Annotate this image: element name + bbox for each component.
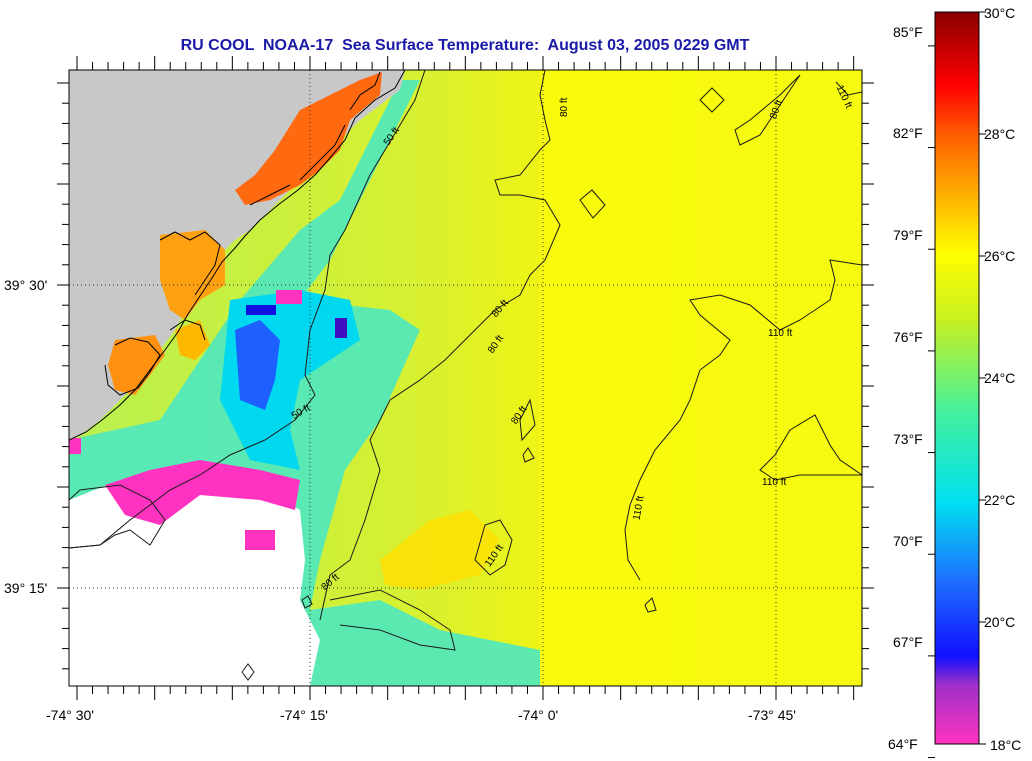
- warm-bay-water: [235, 72, 382, 205]
- contour-50ft: [69, 70, 426, 549]
- celsius-label: 28°C: [984, 126, 1015, 142]
- contour-110ft-loop: [301, 595, 313, 609]
- fahrenheit-label: 85°F: [893, 24, 923, 40]
- contour-110ft-loop: [241, 663, 255, 681]
- fahrenheit-label: 76°F: [893, 329, 923, 345]
- contour-50ft-bay: [329, 589, 456, 651]
- lon-tick-label: -74° 15': [280, 707, 328, 723]
- lat-tick-label: 39° 15': [4, 580, 47, 596]
- lon-tick-label: -73° 45': [748, 707, 796, 723]
- no-data-area: [69, 470, 320, 686]
- colorbar-gradient: [934, 11, 980, 745]
- cold-cell: [246, 305, 276, 315]
- contour-80ft-loop: [579, 189, 606, 219]
- lon-tick-label: -74° 0': [518, 707, 558, 723]
- lat-tick-label: 39° 30': [4, 277, 47, 293]
- contour-label: 80 ft: [559, 97, 570, 117]
- warm-bay-water: [108, 335, 165, 395]
- magenta-cold-cell: [245, 530, 275, 550]
- contour-label: 110 ft: [632, 495, 647, 521]
- contour-80ft-loop: [522, 447, 535, 463]
- contour-label: 110 ft: [768, 328, 792, 339]
- colorbar-celsius-labels: 30°C 28°C 26°C 24°C 22°C 20°C 18°C: [984, 5, 1021, 753]
- celsius-label: 24°C: [984, 370, 1015, 386]
- fahrenheit-label: 79°F: [893, 227, 923, 243]
- latitude-axis: 39° 30' 39° 15': [4, 277, 47, 596]
- colorbar: 85°F 82°F 79°F 76°F 73°F 70°F 67°F 64°F …: [888, 5, 1021, 759]
- fahrenheit-label: 82°F: [893, 125, 923, 141]
- contour-80ft-loop: [699, 87, 725, 113]
- contour-label: 110 ft: [762, 477, 786, 488]
- contour-80ft: [319, 70, 561, 621]
- magenta-cold-cell: [69, 438, 81, 454]
- celsius-label: 30°C: [984, 5, 1015, 21]
- fahrenheit-label: 67°F: [893, 634, 923, 650]
- contour-110ft: [474, 519, 513, 576]
- celsius-label: 26°C: [984, 248, 1015, 264]
- contour-110ft: [759, 414, 862, 481]
- fahrenheit-label: 70°F: [893, 533, 923, 549]
- colorbar-ticks: [928, 11, 986, 759]
- bathymetry-contours: [69, 70, 862, 681]
- cold-cell: [276, 290, 302, 304]
- contour-110ft: [624, 259, 862, 581]
- fahrenheit-label: 64°F: [888, 736, 918, 752]
- longitude-axis: -74° 30' -74° 15' -74° 0' -73° 45': [46, 707, 796, 723]
- cold-cell: [335, 318, 347, 338]
- lon-tick-label: -74° 30': [46, 707, 94, 723]
- coastline: [69, 70, 406, 441]
- contour-80ft-loop: [519, 398, 536, 442]
- celsius-label: 18°C: [990, 737, 1021, 753]
- chart-title: RU COOL NOAA-17 Sea Surface Temperature:…: [180, 37, 750, 54]
- contour-110ft-loop: [644, 597, 657, 613]
- contour-110ft: [734, 74, 801, 146]
- warm-bay-water: [160, 230, 225, 320]
- warm-eddy-patch: [380, 510, 500, 590]
- graticule: [69, 70, 862, 686]
- contour-110ft: [835, 81, 862, 96]
- celsius-label: 22°C: [984, 492, 1015, 508]
- fahrenheit-label: 73°F: [893, 431, 923, 447]
- celsius-label: 20°C: [984, 614, 1015, 630]
- map-area: [69, 70, 862, 686]
- colorbar-fahrenheit-labels: 85°F 82°F 79°F 76°F 73°F 70°F 67°F 64°F: [888, 24, 923, 752]
- coldest-upwelling-patch: [235, 320, 280, 410]
- magenta-cold-patch: [105, 460, 300, 525]
- axis-ticks: [57, 56, 874, 700]
- warm-water-patch: [540, 70, 862, 686]
